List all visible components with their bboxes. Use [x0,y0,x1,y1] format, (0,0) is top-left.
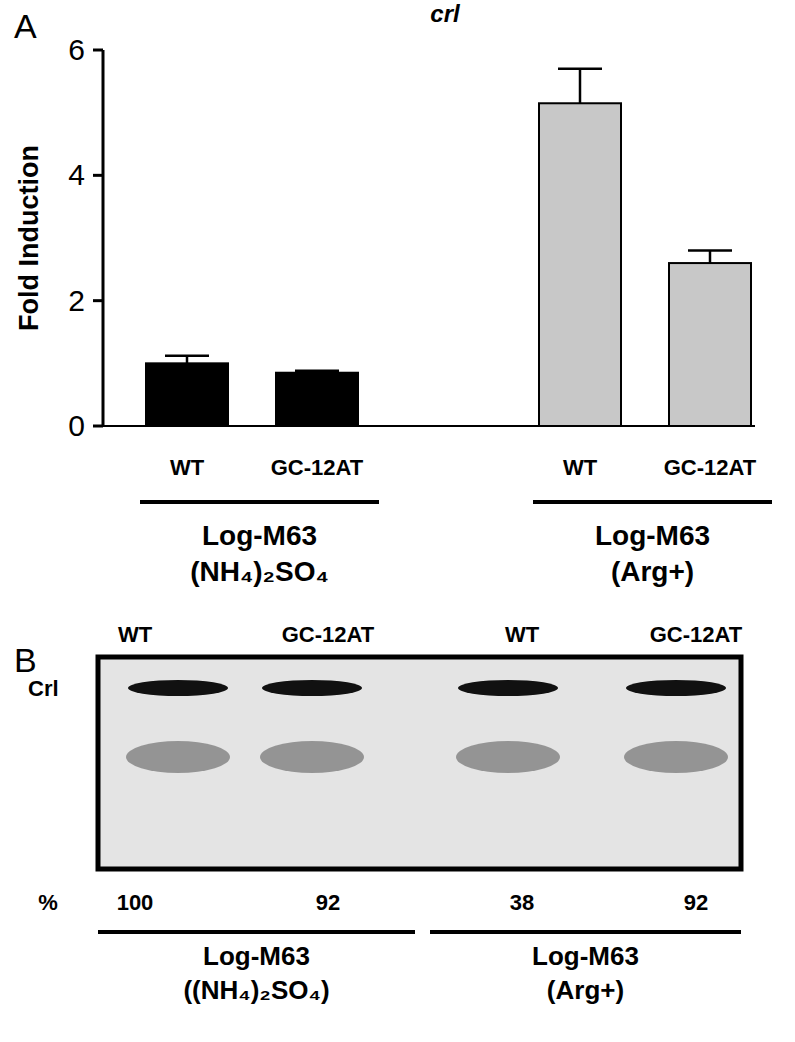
bar [669,263,751,426]
error-bar [295,371,339,373]
y-tick [93,49,103,52]
percent-value: 92 [684,890,708,915]
group-label: (Arg+) [611,556,694,587]
percent-value: 100 [117,890,154,915]
band-lower [624,741,728,773]
lane-label: GC-12AT [650,622,743,647]
group-underline [98,930,415,934]
group-underline [430,930,741,934]
lane-label: GC-12AT [282,622,375,647]
error-cap [295,370,339,373]
error-cap [558,68,602,71]
group-label: Log-M63 [595,520,710,551]
y-tick-label: 2 [68,284,85,317]
y-tick-label: 0 [68,409,85,442]
y-axis-title: Fold Induction [14,145,44,331]
percent-value: 38 [510,890,534,915]
lane-label: WT [505,622,540,647]
blot-frame [98,657,741,869]
band-lower [260,741,364,773]
percent-header: % [38,890,58,915]
x-tick-label: WT [563,455,598,480]
y-tick-label: 4 [68,158,85,191]
chart-title: crl [430,0,461,27]
group-label: ((NH₄)₂SO₄) [183,975,329,1005]
error-cap [688,249,732,252]
group-label: (Arg+) [547,975,624,1005]
error-bar [558,69,602,103]
percent-value: 92 [316,890,340,915]
band [262,680,362,696]
bar [276,373,358,426]
x-tick-label: GC-12AT [664,455,757,480]
error-stem [579,69,582,103]
bar [539,103,621,426]
lane-label: WT [118,622,153,647]
plot-area [146,69,751,426]
y-axis-line [102,50,105,426]
x-tick-label: WT [170,455,205,480]
y-tick [93,174,103,177]
x-tick-label: GC-12AT [271,455,364,480]
panel-label: B [14,641,37,679]
error-bar [165,356,209,364]
blot-image [98,657,741,869]
group-label: Log-M63 [532,941,639,971]
bar [146,363,228,426]
group-label: Log-M63 [203,941,310,971]
band-lower [126,741,230,773]
band-lower [456,741,560,773]
group-underline [533,500,772,504]
band [626,680,726,696]
band [458,680,558,696]
y-tick [93,425,103,428]
panel-label: A [14,7,37,45]
group-label: Log-M63 [202,520,317,551]
figure: Acrl Fold Induction 0 2 4 6 WT GC-12AT WT GC-12AT… [0,0,795,1042]
x-axis-line [103,425,755,427]
row-label: Crl [28,676,59,701]
band [128,680,228,696]
group-underline [140,500,379,504]
error-bar [688,251,732,264]
y-tick-label: 6 [68,33,85,66]
error-stem [709,251,712,264]
group-label: (NH₄)₂SO₄ [190,556,329,587]
error-cap [165,355,209,358]
y-tick [93,299,103,302]
